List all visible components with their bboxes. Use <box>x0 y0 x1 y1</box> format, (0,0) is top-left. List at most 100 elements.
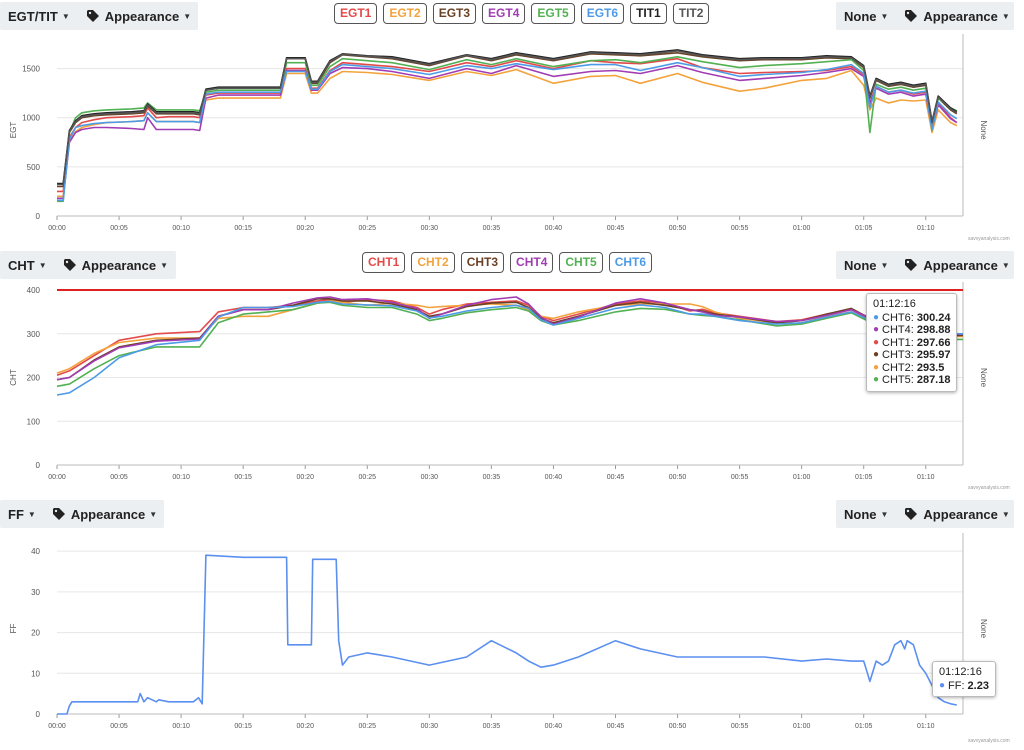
egt-legend-egt4[interactable]: EGT4 <box>482 3 526 24</box>
x-tick-label: 00:00 <box>48 474 66 481</box>
series-line-tit2 <box>57 50 958 186</box>
series-dot-icon: ● <box>939 679 946 691</box>
ff-tooltip-row: ● FF: 2.23 <box>939 680 989 693</box>
watermark: savvyanalysis.com <box>968 738 1010 744</box>
y-tick-label: 30 <box>31 588 40 597</box>
cht-tooltip-value: 287.18 <box>916 374 951 386</box>
egt-series-select[interactable]: EGT/TIT ▼ <box>8 8 70 24</box>
x-tick-label: 00:15 <box>234 225 252 232</box>
tag-icon <box>905 259 918 271</box>
y-axis-label: FF <box>9 624 18 634</box>
egt-legend-tit2[interactable]: TIT2 <box>672 3 710 24</box>
cht-chart[interactable]: 0 100 200 300 400 00:00 00:05 00:10 00:15 00:20 00… <box>0 282 1024 488</box>
egt-legend: EGT1 EGT2 EGT3 EGT4 EGT5 EGT6 TIT1 TIT2 <box>334 3 710 24</box>
y-tick-label: 100 <box>27 417 41 426</box>
cht-right-series-select[interactable]: None ▼ <box>844 257 889 273</box>
x-tick-label: 00:40 <box>545 225 563 232</box>
ff-right-controls: None ▼ Appearance ▼ <box>836 500 1014 528</box>
right-axis-label: None <box>979 619 988 639</box>
egt-right-appearance-button[interactable]: Appearance ▼ <box>896 2 1017 30</box>
series-line-cht2 <box>56 300 963 374</box>
x-tick-label: 00:00 <box>48 225 66 232</box>
series-line-cht4 <box>56 296 963 381</box>
x-tick-label: 01:10 <box>917 723 935 730</box>
x-tick-label: 01:05 <box>855 474 873 481</box>
egt-legend-tit1[interactable]: TIT1 <box>630 3 667 24</box>
cht-tooltip-row: ● CHT3: 295.97 <box>873 349 950 362</box>
ff-tooltip-time: 01:12:16 <box>939 666 982 678</box>
ff-chart[interactable]: 0 10 20 30 40 00:00 00:05 00:10 00:15 00:20 00:25 0… <box>0 531 1024 737</box>
egt-legend-egt6[interactable]: EGT6 <box>580 3 625 24</box>
y-tick-label: 40 <box>31 547 40 556</box>
egt-legend-egt1[interactable]: EGT1 <box>334 3 378 24</box>
ff-left-controls: FF ▼ Appearance ▼ <box>0 500 164 528</box>
cht-tooltip-row: ● CHT5: 287.18 <box>873 374 950 387</box>
egt-legend-egt5[interactable]: EGT5 <box>531 3 575 24</box>
y-tick-label: 0 <box>36 461 41 470</box>
x-tick-label: 00:40 <box>545 474 563 481</box>
x-tick-label: 00:20 <box>296 474 314 481</box>
x-tick-label: 00:15 <box>234 474 252 481</box>
x-tick-label: 00:05 <box>110 225 128 232</box>
x-tick-label: 00:40 <box>545 723 563 730</box>
cht-appearance-button[interactable]: Appearance ▼ <box>55 251 176 279</box>
x-tick-label: 00:20 <box>296 723 314 730</box>
x-tick-label: 00:00 <box>48 723 66 730</box>
series-dot-icon: ● <box>873 336 880 348</box>
x-tick-label: 01:05 <box>855 225 873 232</box>
y-tick-label: 1500 <box>22 65 40 74</box>
y-tick-label: 0 <box>36 212 41 221</box>
cht-legend-cht3[interactable]: CHT3 <box>460 252 505 273</box>
x-tick-label: 00:35 <box>483 723 501 730</box>
egt-legend-egt2[interactable]: EGT2 <box>383 3 427 24</box>
x-tick-label: 01:10 <box>917 474 935 481</box>
x-tick-label: 00:25 <box>359 474 377 481</box>
series-line-egt6 <box>57 61 958 202</box>
x-tick-label: 00:30 <box>421 225 439 232</box>
ff-appearance-button[interactable]: Appearance ▼ <box>44 500 165 528</box>
cht-legend: CHT1 CHT2 CHT3 CHT4 CHT5 CHT6 <box>362 252 653 273</box>
ff-right-series-select[interactable]: None ▼ <box>844 506 889 522</box>
x-tick-label: 00:25 <box>359 723 377 730</box>
cht-legend-cht5[interactable]: CHT5 <box>559 252 603 273</box>
x-tick-label: 00:35 <box>483 225 501 232</box>
cht-legend-cht2[interactable]: CHT2 <box>411 252 455 273</box>
watermark: savvyanalysis.com <box>968 485 1010 491</box>
egt-chart[interactable]: 0 500 1000 1500 00:00 00:05 00:10 00:15 00:20 00:… <box>0 32 1024 240</box>
x-tick-label: 00:50 <box>669 723 687 730</box>
series-dot-icon: ● <box>873 311 880 323</box>
egt-legend-egt3[interactable]: EGT3 <box>432 3 477 24</box>
watermark: savvyanalysis.com <box>968 236 1010 242</box>
cht-right-appearance-button[interactable]: Appearance ▼ <box>896 251 1017 279</box>
cht-tooltip-value: 297.66 <box>916 336 951 349</box>
egt-right-controls: None ▼ Appearance ▼ <box>836 2 1014 30</box>
cht-legend-cht1[interactable]: CHT1 <box>362 252 406 273</box>
y-tick-label: 1000 <box>22 114 40 123</box>
x-tick-label: 00:50 <box>669 225 687 232</box>
series-line-cht5 <box>56 301 963 388</box>
cht-tooltip-label: CHT3: <box>882 349 914 361</box>
cht-series-select[interactable]: CHT ▼ <box>8 257 47 273</box>
series-dot-icon: ● <box>873 361 880 373</box>
cht-legend-cht6[interactable]: CHT6 <box>608 252 653 273</box>
cht-legend-cht4[interactable]: CHT4 <box>510 252 554 273</box>
egt-appearance-button[interactable]: Appearance ▼ <box>78 2 199 30</box>
ff-right-appearance-button[interactable]: Appearance ▼ <box>896 500 1017 528</box>
y-tick-label: 300 <box>27 330 41 339</box>
egt-right-series-select[interactable]: None ▼ <box>844 8 889 24</box>
ff-tooltip-value: 2.23 <box>967 679 989 692</box>
x-tick-label: 00:50 <box>669 474 687 481</box>
tag-icon <box>905 508 918 520</box>
x-tick-label: 00:20 <box>296 225 314 232</box>
x-tick-label: 00:35 <box>483 474 501 481</box>
x-tick-label: 01:00 <box>793 225 811 232</box>
right-axis-label: None <box>979 120 988 140</box>
x-tick-label: 00:15 <box>234 723 252 730</box>
series-line-ff <box>57 554 957 715</box>
x-tick-label: 00:05 <box>110 723 128 730</box>
ff-series-select[interactable]: FF ▼ <box>8 506 36 522</box>
cht-tooltip-label: CHT5: <box>882 374 914 386</box>
y-tick-label: 200 <box>27 374 41 383</box>
cht-tooltip-value: 298.88 <box>916 324 951 336</box>
x-tick-label: 00:10 <box>172 723 190 730</box>
